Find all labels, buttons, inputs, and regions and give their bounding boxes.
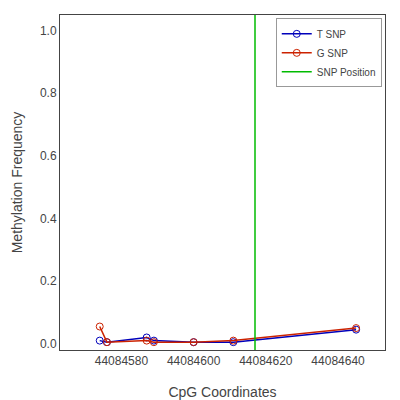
- svg-text:T SNP: T SNP: [317, 29, 347, 40]
- svg-text:44084620: 44084620: [239, 354, 293, 368]
- svg-text:44084600: 44084600: [167, 354, 221, 368]
- svg-text:0.2: 0.2: [40, 274, 57, 288]
- svg-text:0.8: 0.8: [40, 86, 57, 100]
- svg-text:0.0: 0.0: [40, 337, 57, 351]
- svg-text:1.0: 1.0: [40, 24, 57, 38]
- svg-text:44084640: 44084640: [311, 354, 365, 368]
- svg-text:G SNP: G SNP: [317, 48, 348, 59]
- svg-text:0.6: 0.6: [40, 149, 57, 163]
- svg-text:CpG Coordinates: CpG Coordinates: [168, 384, 276, 400]
- svg-text:Methylation Frequency: Methylation Frequency: [9, 112, 25, 254]
- svg-text:SNP Position: SNP Position: [317, 67, 376, 78]
- svg-text:0.4: 0.4: [40, 212, 57, 226]
- svg-text:44084580: 44084580: [95, 354, 149, 368]
